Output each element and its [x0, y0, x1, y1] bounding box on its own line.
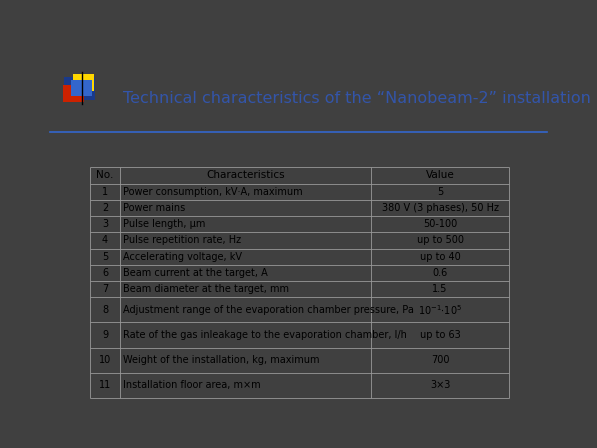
Text: 8: 8: [102, 305, 108, 315]
Text: 11: 11: [99, 380, 111, 390]
Text: 0.6: 0.6: [432, 268, 448, 278]
Bar: [63, 85, 84, 102]
Text: $10^{-1}{\cdot}10^{5}$: $10^{-1}{\cdot}10^{5}$: [418, 303, 462, 317]
Text: Adjustment range of the evaporation chamber pressure, Pa: Adjustment range of the evaporation cham…: [123, 305, 414, 315]
Text: up to 40: up to 40: [420, 252, 460, 262]
Text: 9: 9: [102, 330, 108, 340]
Text: Beam current at the target, A: Beam current at the target, A: [123, 268, 267, 278]
Text: up to 500: up to 500: [417, 236, 463, 246]
Text: Power mains: Power mains: [123, 203, 185, 213]
Text: 1: 1: [102, 187, 108, 197]
Bar: [71, 80, 92, 96]
Text: up to 63: up to 63: [420, 330, 460, 340]
Text: 7: 7: [102, 284, 108, 294]
Text: 5: 5: [437, 187, 443, 197]
Text: Accelerating voltage, kV: Accelerating voltage, kV: [123, 252, 242, 262]
Text: 4: 4: [102, 236, 108, 246]
Text: 6: 6: [102, 268, 108, 278]
Text: 10: 10: [99, 355, 111, 365]
Text: 3: 3: [102, 219, 108, 229]
Text: 3×3: 3×3: [430, 380, 450, 390]
Text: Installation floor area, m×m: Installation floor area, m×m: [123, 380, 260, 390]
Text: Technical characteristics of the “Nanobeam-2” installation: Technical characteristics of the “Nanobe…: [124, 91, 591, 106]
Text: Pulse repetition rate, Hz: Pulse repetition rate, Hz: [123, 236, 241, 246]
Text: No.: No.: [96, 171, 114, 181]
Text: 5: 5: [102, 252, 108, 262]
Text: Weight of the installation, kg, maximum: Weight of the installation, kg, maximum: [123, 355, 319, 365]
Text: 700: 700: [431, 355, 450, 365]
Text: Pulse length, μm: Pulse length, μm: [123, 219, 205, 229]
Text: 1.5: 1.5: [432, 284, 448, 294]
Text: Rate of the gas inleakage to the evaporation chamber, l/h: Rate of the gas inleakage to the evapora…: [123, 330, 407, 340]
Text: Beam diameter at the target, mm: Beam diameter at the target, mm: [123, 284, 289, 294]
Text: Characteristics: Characteristics: [206, 171, 285, 181]
Text: 380 V (3 phases), 50 Hz: 380 V (3 phases), 50 Hz: [381, 203, 498, 213]
Text: Power consumption, kV·A, maximum: Power consumption, kV·A, maximum: [123, 187, 303, 197]
Bar: [64, 77, 95, 100]
Text: Value: Value: [426, 171, 454, 181]
Text: 50-100: 50-100: [423, 219, 457, 229]
Bar: [73, 74, 94, 90]
Text: 2: 2: [102, 203, 108, 213]
